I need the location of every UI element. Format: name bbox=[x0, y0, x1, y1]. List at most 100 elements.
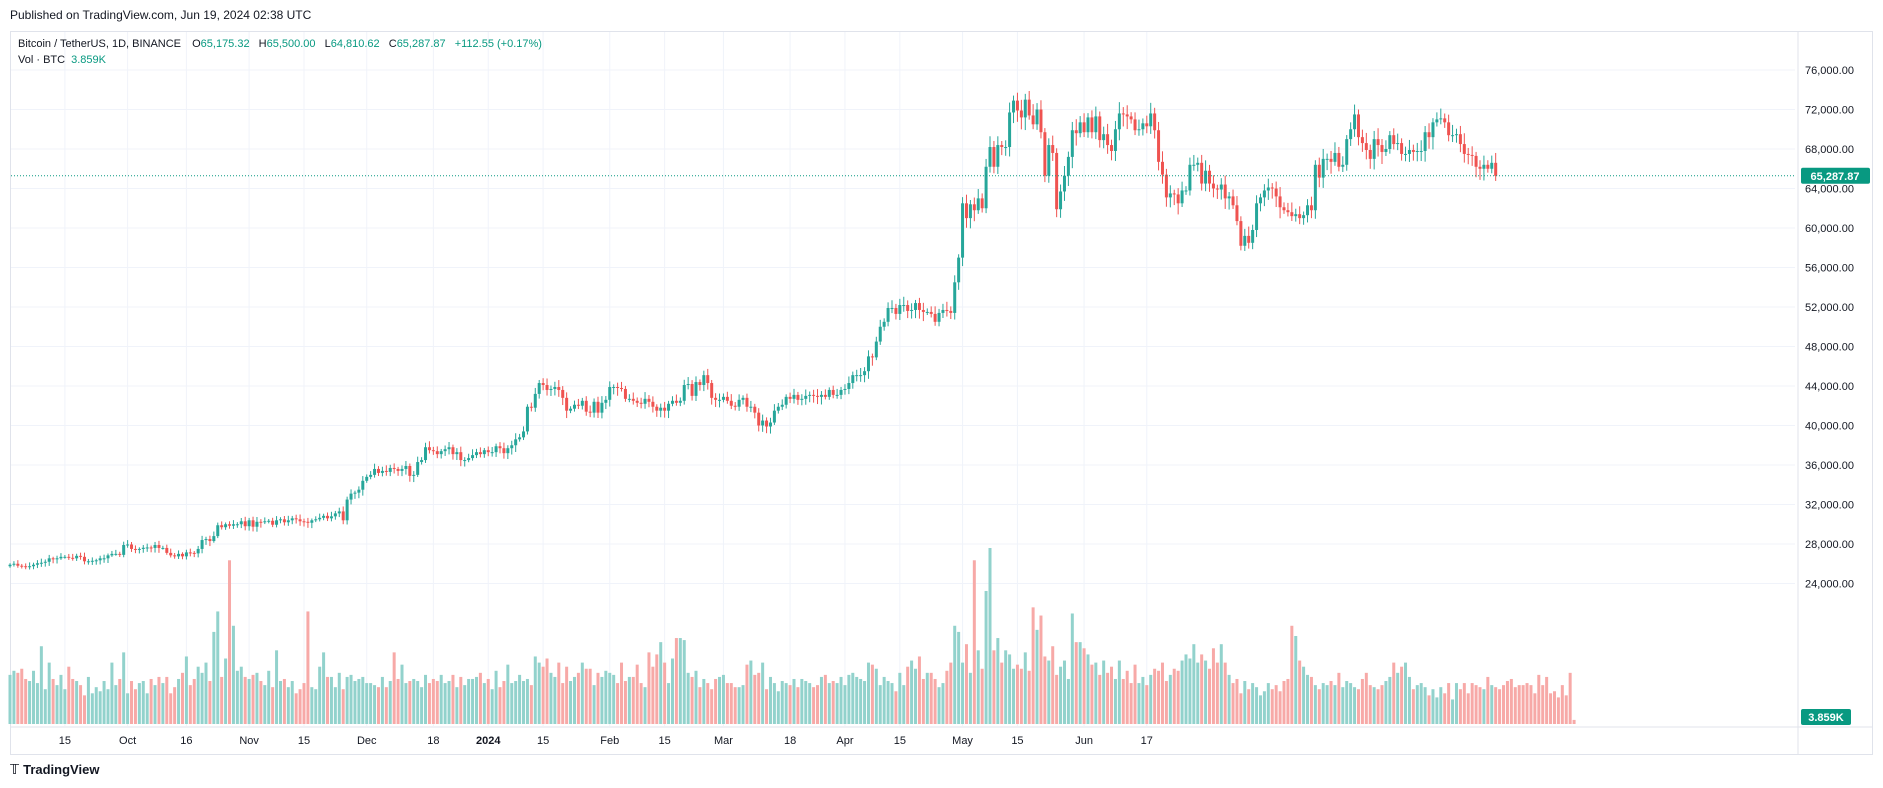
volume-bar bbox=[404, 683, 408, 724]
candle-body bbox=[337, 511, 341, 514]
volume-bar bbox=[1008, 654, 1012, 724]
volume-bar bbox=[1407, 676, 1411, 724]
candle-body bbox=[59, 556, 63, 559]
volume-bar bbox=[1215, 662, 1219, 724]
candle-body bbox=[388, 467, 392, 472]
candle-body bbox=[718, 399, 722, 401]
candle-body bbox=[1313, 164, 1317, 211]
candle-body bbox=[984, 166, 988, 209]
candle-body bbox=[43, 561, 47, 563]
volume-bar bbox=[1192, 644, 1196, 724]
candle-body bbox=[239, 521, 243, 525]
candle-body bbox=[647, 398, 651, 402]
candle-body bbox=[623, 388, 627, 399]
chart-pane[interactable] bbox=[10, 31, 1873, 755]
candle-body bbox=[282, 519, 286, 523]
candle-body bbox=[306, 521, 310, 523]
candle-body bbox=[1133, 119, 1137, 131]
candle-body bbox=[224, 524, 228, 528]
volume-bar bbox=[1074, 642, 1078, 724]
candle-body bbox=[1388, 135, 1392, 149]
volume-bar bbox=[1188, 658, 1192, 724]
volume-bar bbox=[1568, 672, 1572, 724]
candle-body bbox=[1255, 203, 1259, 230]
candle-body bbox=[565, 397, 569, 411]
candle-body bbox=[1106, 134, 1110, 146]
candle-body bbox=[1462, 144, 1466, 154]
candle-body bbox=[631, 398, 635, 401]
volume-bar bbox=[408, 681, 412, 724]
candle-body bbox=[1110, 145, 1114, 151]
volume-bar bbox=[369, 683, 373, 724]
volume-bar bbox=[529, 685, 533, 724]
time-tick-label: 15 bbox=[1011, 735, 1023, 747]
candle-body bbox=[486, 450, 490, 453]
candle-body bbox=[298, 519, 302, 522]
candle-body bbox=[921, 309, 925, 312]
candle-body bbox=[90, 560, 94, 562]
candle-body bbox=[663, 407, 667, 411]
candle-body bbox=[169, 552, 173, 556]
candle-body bbox=[1360, 137, 1364, 144]
volume-bar bbox=[1443, 693, 1447, 724]
candle-body bbox=[1094, 116, 1098, 133]
candle-body bbox=[1486, 164, 1490, 169]
volume-bar bbox=[443, 683, 447, 724]
volume-bar bbox=[1255, 687, 1259, 724]
time-tick-label: 15 bbox=[659, 735, 671, 747]
candle-body bbox=[968, 204, 972, 219]
volume-bar bbox=[1533, 693, 1537, 724]
candle-body bbox=[243, 521, 247, 527]
candle-body bbox=[130, 544, 134, 549]
volume-bar bbox=[1313, 685, 1317, 724]
candle-body bbox=[702, 375, 706, 386]
volume-bar bbox=[263, 685, 267, 724]
volume-bar bbox=[576, 672, 580, 724]
candle-body bbox=[235, 524, 239, 526]
candle-body bbox=[467, 458, 471, 461]
volume-bar bbox=[980, 668, 984, 724]
candle-body bbox=[1070, 130, 1074, 157]
volume-bar bbox=[651, 666, 655, 724]
candle-body bbox=[1356, 114, 1360, 138]
candle-body bbox=[1353, 114, 1357, 130]
candle-body bbox=[886, 307, 890, 322]
volume-bar bbox=[1325, 685, 1329, 724]
candle-body bbox=[855, 375, 859, 377]
volume-bar bbox=[1439, 687, 1443, 724]
candle-body bbox=[839, 389, 843, 395]
candle-body bbox=[1062, 175, 1066, 192]
candle-body bbox=[28, 566, 32, 568]
open-label: O bbox=[192, 38, 201, 50]
candle-body bbox=[1180, 190, 1184, 204]
volume-bar bbox=[494, 670, 498, 724]
volume-bar bbox=[1117, 660, 1121, 724]
candle-body bbox=[725, 396, 729, 401]
symbol-title[interactable]: Bitcoin / TetherUS, 1D, BINANCE bbox=[18, 38, 182, 50]
volume-label[interactable]: Vol · BTC bbox=[18, 54, 66, 66]
tradingview-logo[interactable]: 𝕋 TradingView bbox=[10, 762, 99, 778]
volume-bar bbox=[1368, 685, 1372, 724]
volume-bar bbox=[1302, 666, 1306, 724]
volume-bar bbox=[169, 693, 173, 724]
volume-bar bbox=[878, 685, 882, 724]
candle-body bbox=[333, 513, 337, 517]
volume-bar bbox=[337, 672, 341, 724]
candle-body bbox=[1145, 123, 1149, 127]
candle-body bbox=[247, 520, 251, 527]
volume-bar bbox=[549, 672, 553, 724]
candle-body bbox=[902, 305, 906, 307]
candle-body bbox=[768, 422, 772, 427]
volume-bar bbox=[1031, 607, 1035, 724]
volume-bar bbox=[400, 664, 404, 724]
volume-bar bbox=[361, 676, 365, 724]
candle-body bbox=[776, 406, 780, 411]
candle-body bbox=[1251, 229, 1255, 243]
volume-bar bbox=[286, 687, 290, 724]
volume-bar bbox=[188, 685, 192, 724]
candle-body bbox=[804, 395, 808, 399]
candle-body bbox=[651, 401, 655, 407]
candle-body bbox=[1172, 193, 1176, 195]
volume-bar bbox=[1208, 668, 1212, 724]
